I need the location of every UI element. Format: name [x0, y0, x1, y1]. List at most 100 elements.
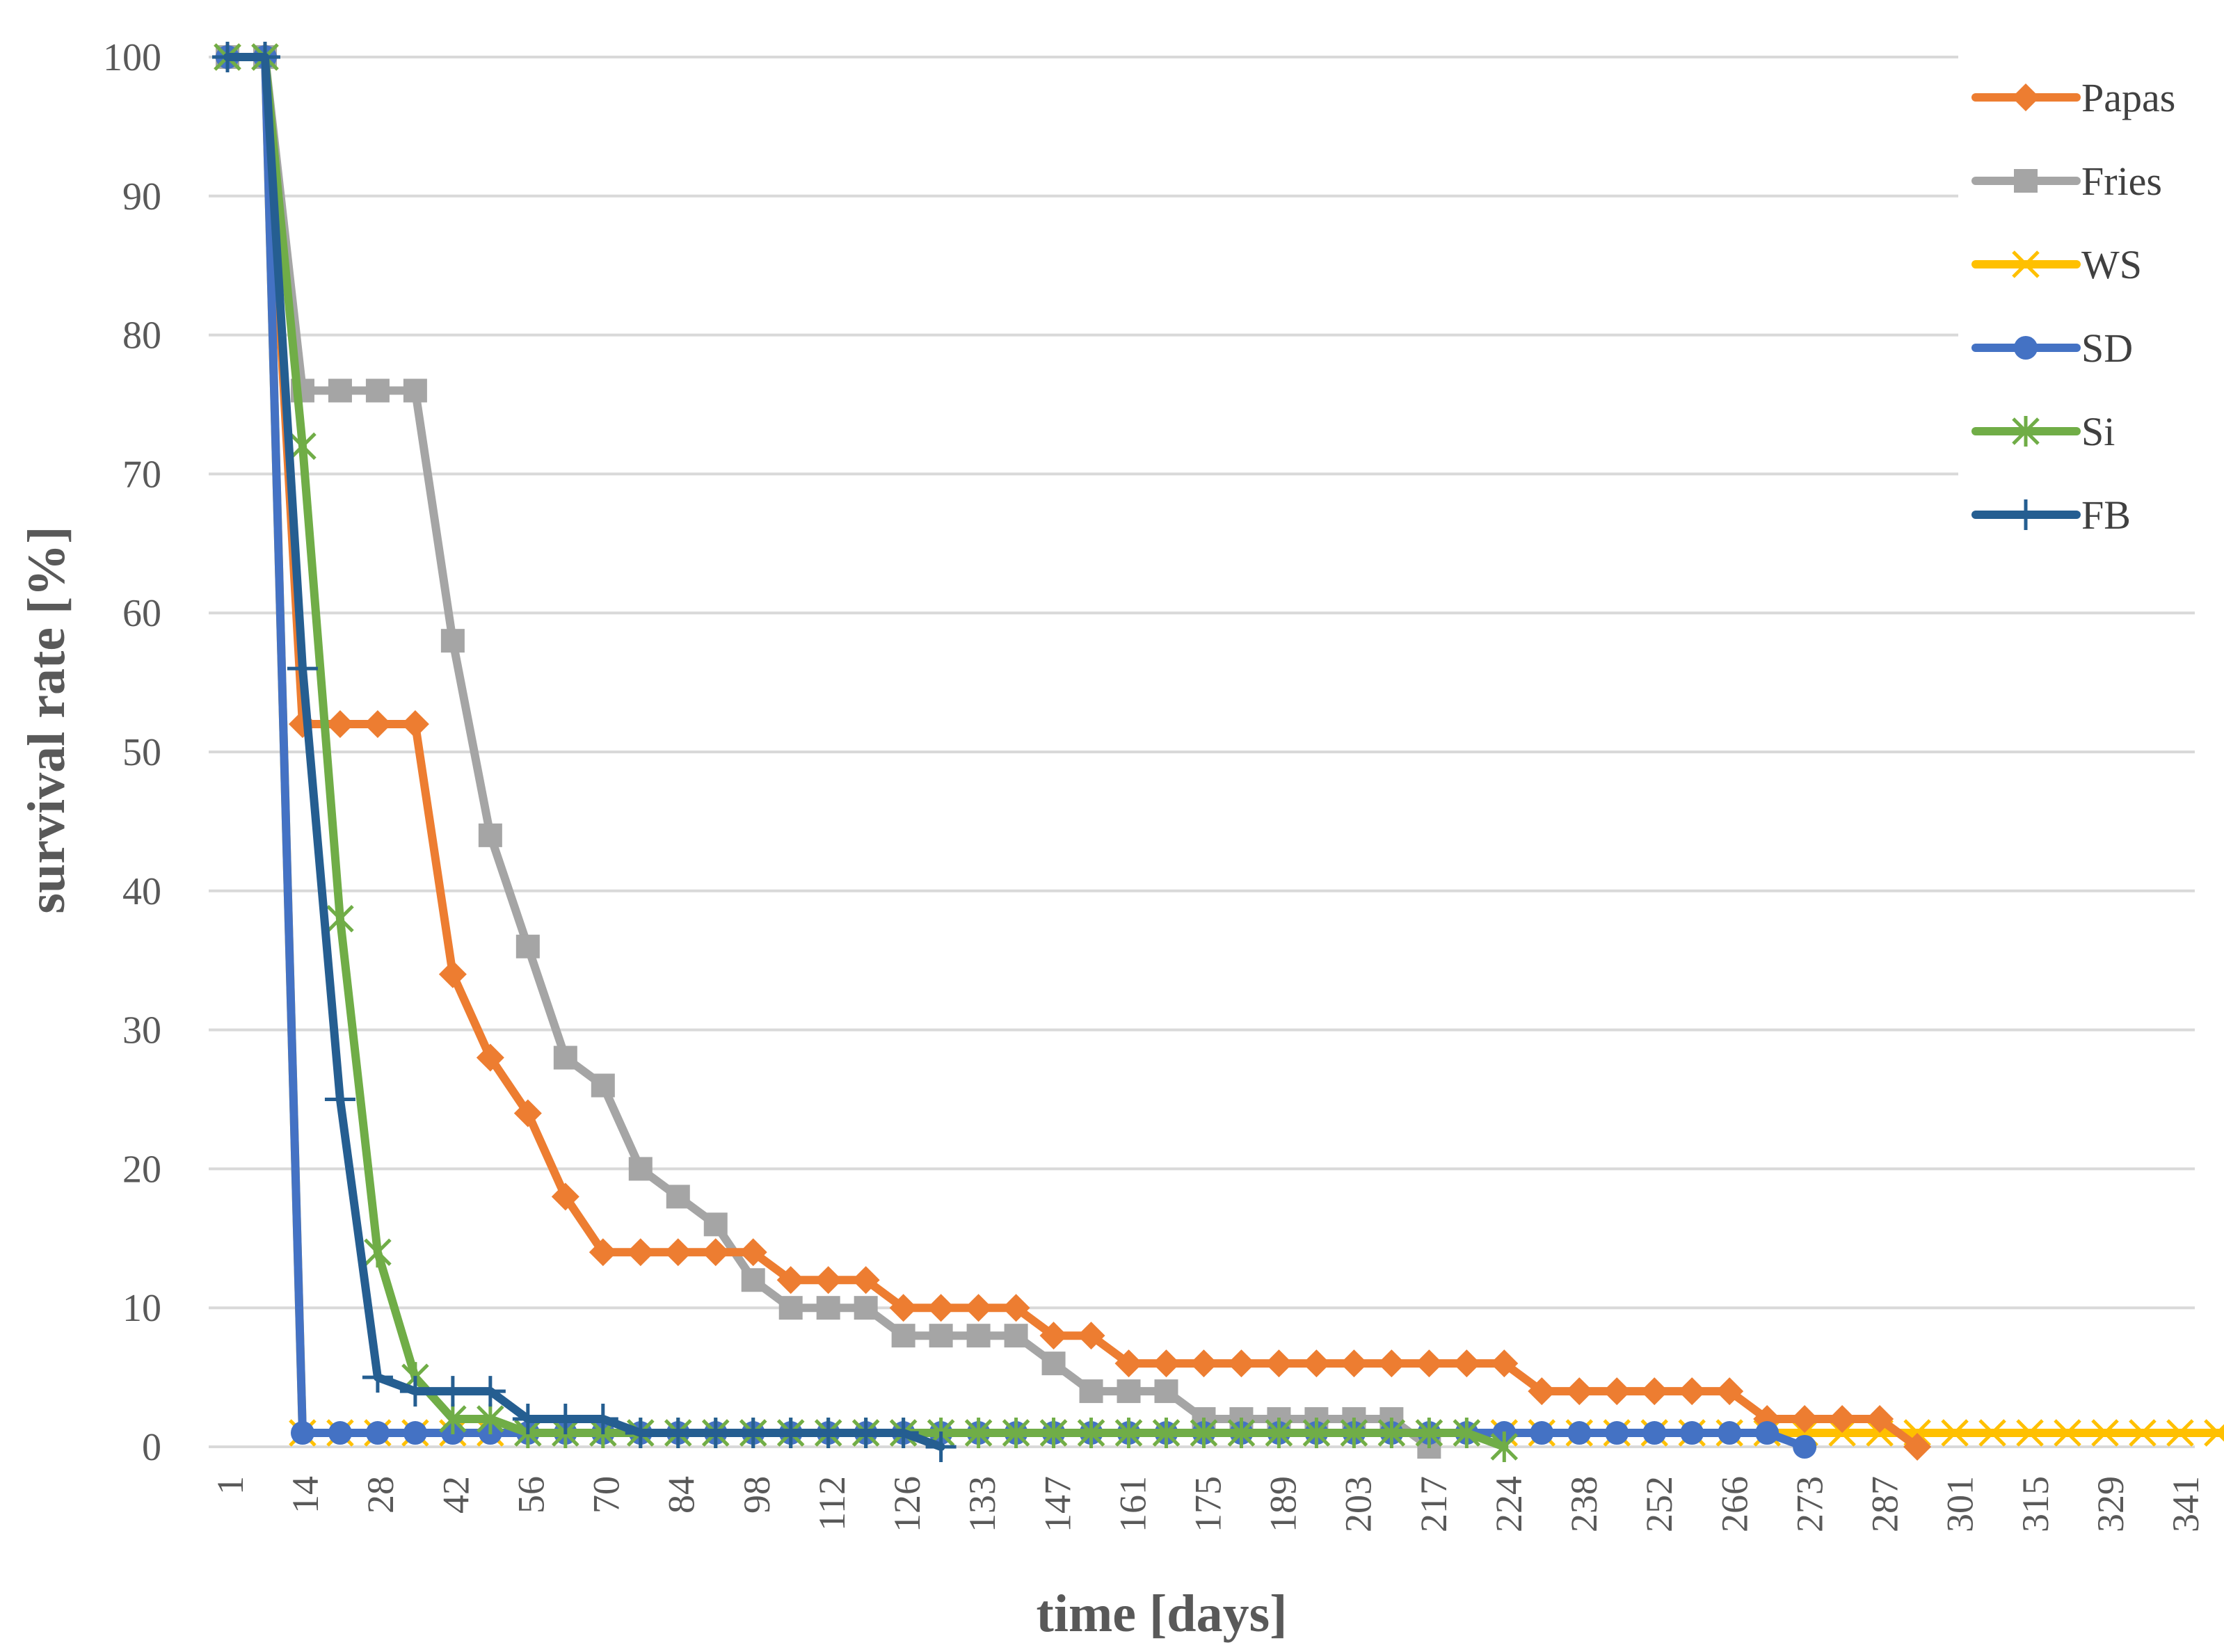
data-point-fries [478, 823, 502, 847]
x-tick-label: 203 [1338, 1476, 1379, 1532]
data-point-si [1002, 1418, 1030, 1449]
legend-label-fb: FB [2081, 492, 2131, 538]
data-point-ws [2016, 1419, 2044, 1447]
data-point-si [1039, 1418, 1068, 1449]
data-point-si [1152, 1418, 1181, 1449]
data-point-papas [1415, 1349, 1443, 1378]
legend-label-sd: SD [2081, 326, 2133, 371]
x-tick-label: 84 [661, 1476, 703, 1514]
data-point-papas [1866, 1405, 1894, 1434]
data-point-papas [1565, 1377, 1594, 1406]
x-tick-label: 56 [510, 1476, 552, 1514]
data-point-papas [776, 1266, 805, 1294]
data-point-fb [662, 1418, 694, 1449]
data-point-papas [739, 1238, 767, 1267]
y-tick-label: 20 [122, 1148, 161, 1191]
legend-item-si: Si [1971, 409, 2115, 454]
data-point-papas [814, 1266, 842, 1294]
data-point-fries [891, 1324, 915, 1348]
legend-label-fries: Fries [2081, 159, 2162, 204]
y-tick-label: 40 [122, 870, 161, 913]
data-point-sd [1755, 1421, 1779, 1445]
series-fb [212, 42, 957, 1462]
data-point-papas [1791, 1405, 1819, 1434]
legend-item-papas: Papas [1971, 75, 2175, 120]
data-point-fb [850, 1418, 881, 1449]
x-tick-label: 217 [1413, 1476, 1455, 1532]
data-point-si [439, 1404, 467, 1435]
data-point-fries [1079, 1379, 1103, 1404]
data-point-papas [1528, 1377, 1556, 1406]
data-point-papas [1828, 1405, 1857, 1434]
data-point-fries [515, 934, 540, 959]
x-tick-label: 287 [1864, 1476, 1906, 1532]
data-point-papas [1640, 1377, 1669, 1406]
data-point-papas [1678, 1377, 1706, 1406]
y-axis-ticks: 0 10 20 30 40 50 60 70 80 90 100 [103, 36, 161, 1469]
y-tick-label: 60 [122, 592, 161, 635]
data-point-sd [1567, 1421, 1592, 1445]
legend-marker-si [2012, 416, 2040, 447]
data-point-papas [626, 1238, 655, 1267]
data-point-fb [550, 1404, 581, 1435]
data-point-si [364, 1237, 392, 1268]
data-point-papas [1002, 1294, 1030, 1322]
data-point-fb [324, 1084, 355, 1115]
data-point-papas [1490, 1349, 1519, 1378]
y-axis-title: survival rate [%] [17, 526, 76, 913]
y-tick-label: 10 [122, 1287, 161, 1330]
data-point-si [1490, 1432, 1519, 1462]
data-point-papas [438, 960, 467, 988]
legend-marker-ws [2012, 250, 2040, 278]
legend-marker-sd [2014, 336, 2038, 360]
data-point-papas [1152, 1349, 1181, 1378]
x-axis-title: time [days] [1037, 1585, 1288, 1643]
x-tick-label: 238 [1563, 1476, 1605, 1532]
data-point-papas [1715, 1377, 1744, 1406]
data-point-fries [1041, 1352, 1066, 1376]
data-point-papas [664, 1238, 692, 1267]
data-point-papas [1265, 1349, 1293, 1378]
data-point-fries [666, 1185, 690, 1209]
legend-marker-fb [2010, 499, 2041, 530]
data-point-ws [2091, 1419, 2119, 1447]
data-point-ws [1978, 1419, 2006, 1447]
legend-label-si: Si [2081, 409, 2115, 454]
data-point-papas [1377, 1349, 1406, 1378]
x-tick-label: 161 [1112, 1476, 1153, 1532]
data-point-fb [813, 1418, 844, 1449]
data-point-fb [399, 1376, 431, 1407]
data-point-fb [212, 42, 243, 72]
data-point-si [1377, 1418, 1406, 1449]
data-point-si [1453, 1418, 1481, 1449]
data-point-fries [403, 378, 427, 403]
data-point-papas [889, 1294, 918, 1322]
data-point-ws [1941, 1419, 1969, 1447]
x-tick-label: 126 [886, 1476, 928, 1532]
x-axis-ticks: 1 14 28 42 56 70 84 98 112 126 133 147 161 175 189 203 2… [209, 1476, 2207, 1532]
data-point-fries [1004, 1324, 1028, 1348]
data-point-sd [403, 1421, 427, 1445]
data-point-fb [362, 1362, 393, 1393]
data-point-fries [778, 1296, 803, 1320]
data-point-si [1415, 1418, 1443, 1449]
data-point-papas [326, 710, 354, 739]
x-tick-label: 70 [586, 1476, 627, 1514]
data-point-papas [401, 710, 429, 739]
data-point-si [1190, 1418, 1218, 1449]
data-point-si [326, 903, 354, 934]
data-point-papas [851, 1266, 880, 1294]
data-point-fries [929, 1324, 953, 1348]
data-point-si [1114, 1418, 1143, 1449]
data-point-fries [1154, 1379, 1178, 1404]
data-point-si [1265, 1418, 1293, 1449]
data-point-sd [1530, 1421, 1554, 1445]
data-point-fb [888, 1418, 919, 1449]
x-tick-label: 28 [360, 1476, 401, 1514]
data-point-si [477, 1404, 504, 1435]
data-point-fries [328, 378, 352, 403]
y-tick-label: 90 [122, 175, 161, 218]
y-tick-label: 100 [103, 36, 161, 79]
data-point-papas [1114, 1349, 1143, 1378]
